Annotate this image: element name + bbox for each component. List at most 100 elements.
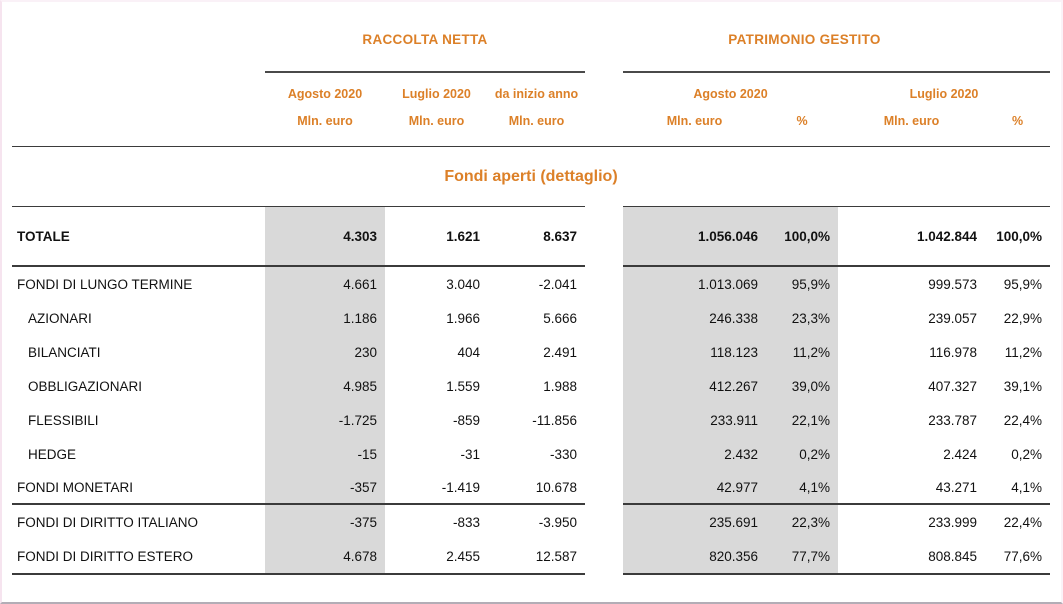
value-cell-pg-luglio-mln: 239.057 xyxy=(928,310,977,326)
section-gap xyxy=(585,73,623,146)
value-cell-pg-agosto-mln: 1.056.046 xyxy=(623,206,766,267)
table-row: OBBLIGAZIONARI 4.985 1.559 1.988 412.267… xyxy=(12,369,1050,403)
value-cell-pg-luglio-mln: 2.424 xyxy=(943,446,977,462)
value-cell-pg-luglio-mln: 808.845 xyxy=(838,540,985,575)
value-cell-rn-luglio: 404 xyxy=(457,344,480,360)
raccolta-netta-group-title: RACCOLTA NETTA xyxy=(265,2,585,73)
section-title: Fondi aperti (dettaglio) xyxy=(444,167,618,185)
rn-agosto-column-header: Agosto 2020 Mln. euro xyxy=(265,73,385,146)
value-cell-rn-luglio: -859 xyxy=(452,412,480,428)
period-label: Agosto 2020 xyxy=(693,87,768,101)
rn-inizio-anno-column-header: da inizio anno Mln. euro xyxy=(488,73,585,146)
rn-luglio-column-header: Luglio 2020 Mln. euro xyxy=(385,73,488,146)
value-cell-pg-luglio-pct: 4,1% xyxy=(985,471,1050,505)
value-cell-rn-inizio-anno: 1.988 xyxy=(543,378,577,394)
value-cell-pg-agosto-pct: 22,3% xyxy=(766,505,838,540)
value-cell-pg-luglio-pct: 77,6% xyxy=(985,540,1050,575)
value-cell-pg-luglio-mln: 407.327 xyxy=(928,378,977,394)
row-label: FONDI DI DIRITTO ITALIANO xyxy=(17,515,199,530)
unit-row: Mln. euro % xyxy=(838,108,1050,135)
row-label: FONDI DI LUNGO TERMINE xyxy=(17,276,193,292)
section-gap xyxy=(585,2,623,73)
period-label: Luglio 2020 xyxy=(402,87,471,101)
value-cell-rn-agosto: 230 xyxy=(265,335,385,369)
value-cell-pg-luglio-pct: 39,1% xyxy=(1003,378,1042,394)
value-cell-pg-luglio-mln: 43.271 xyxy=(838,471,985,505)
value-cell-pg-luglio-mln: 116.978 xyxy=(929,344,977,360)
value-cell-pg-agosto-pct: 4,1% xyxy=(766,471,838,505)
value-cell-rn-luglio: 1.559 xyxy=(446,378,480,394)
value-cell-rn-luglio: -31 xyxy=(460,446,480,462)
value-cell-pg-agosto-mln: 2.432 xyxy=(623,437,766,471)
patrimonio-gestito-group-title: PATRIMONIO GESTITO xyxy=(623,2,1050,73)
value-cell-rn-luglio: 1.966 xyxy=(446,310,480,326)
table-body: TOTALE 4.303 1.621 8.637 1.056.046 100,0… xyxy=(12,206,1050,575)
section-gap xyxy=(585,369,623,403)
unit-row: Mln. euro % xyxy=(623,108,838,135)
value-cell-pg-agosto-pct: 23,3% xyxy=(766,301,838,335)
table-row: AZIONARI 1.186 1.966 5.666 246.338 23,3%… xyxy=(12,301,1050,335)
row-label: AZIONARI xyxy=(28,310,92,326)
section-gap xyxy=(585,267,623,301)
value-cell-pg-agosto-mln: 233.911 xyxy=(623,403,766,437)
value-cell-rn-agosto: 4.678 xyxy=(265,540,385,575)
period-label: Luglio 2020 xyxy=(909,87,979,101)
value-cell-pg-agosto-pct: 22,1% xyxy=(766,403,838,437)
value-cell-rn-inizio-anno: -330 xyxy=(549,446,577,462)
value-cell-pg-luglio-mln: 233.787 xyxy=(928,412,977,428)
row-label: OBBLIGAZIONARI xyxy=(28,378,143,394)
value-cell-pg-luglio-mln: 999.573 xyxy=(928,276,977,292)
table-row: HEDGE -15 -31 -330 2.432 0,2% 2.424 0,2% xyxy=(12,437,1050,471)
value-cell-rn-agosto: 4.303 xyxy=(265,206,385,267)
section-gap xyxy=(585,471,623,505)
value-cell-rn-agosto: -375 xyxy=(265,505,385,540)
value-cell-pg-agosto-pct: 11,2% xyxy=(766,335,838,369)
value-cell-rn-inizio-anno: -11.856 xyxy=(532,412,577,428)
period-label: Agosto 2020 xyxy=(287,87,363,101)
value-cell-rn-agosto: -357 xyxy=(265,471,385,505)
label-column-spacer xyxy=(12,73,265,146)
group-title-text: PATRIMONIO GESTITO xyxy=(728,32,881,47)
value-cell-rn-inizio-anno: 5.666 xyxy=(543,310,577,326)
value-cell-rn-agosto: -15 xyxy=(265,437,385,471)
section-title-row: Fondi aperti (dettaglio) xyxy=(12,147,1050,206)
value-cell-rn-inizio-anno: 2.491 xyxy=(543,344,577,360)
pg-luglio-column-header: Luglio 2020 Mln. euro % xyxy=(838,73,1050,146)
value-cell-pg-luglio-pct: 11,2% xyxy=(1004,344,1042,360)
label-column-spacer xyxy=(12,2,265,73)
value-cell-rn-agosto: -1.725 xyxy=(265,403,385,437)
table-row: FLESSIBILI -1.725 -859 -11.856 233.911 2… xyxy=(12,403,1050,437)
value-cell-pg-agosto-mln: 118.123 xyxy=(623,335,766,369)
row-label: FONDI MONETARI xyxy=(12,471,265,505)
table-row: FONDI DI DIRITTO ITALIANO -375 -833 -3.9… xyxy=(12,505,1050,540)
value-cell-rn-agosto: 4.661 xyxy=(265,267,385,301)
unit-label: Mln. euro xyxy=(883,114,940,128)
percent-label: % xyxy=(796,114,808,128)
value-cell-pg-agosto-pct: 39,0% xyxy=(766,369,838,403)
row-label: TOTALE xyxy=(12,206,265,267)
value-cell-pg-agosto-pct: 0,2% xyxy=(766,437,838,471)
value-cell-pg-agosto-pct: 100,0% xyxy=(766,206,838,267)
value-cell-rn-luglio: 1.621 xyxy=(385,206,488,267)
section-gap xyxy=(585,403,623,437)
section-gap xyxy=(585,540,623,575)
value-cell-rn-agosto: 4.985 xyxy=(265,369,385,403)
bottom-spacer xyxy=(12,575,1050,602)
value-cell-pg-luglio-mln: 1.042.844 xyxy=(838,206,985,267)
section-gap xyxy=(585,437,623,471)
value-cell-pg-agosto-mln: 42.977 xyxy=(623,471,766,505)
value-cell-pg-agosto-mln: 246.338 xyxy=(623,301,766,335)
value-cell-pg-luglio-pct: 0,2% xyxy=(1011,446,1042,462)
row-label: BILANCIATI xyxy=(28,344,101,360)
value-cell-pg-luglio-mln: 233.999 xyxy=(928,515,977,530)
value-cell-rn-inizio-anno: 8.637 xyxy=(488,206,585,267)
value-cell-pg-luglio-pct: 22,4% xyxy=(1003,412,1042,428)
row-label: HEDGE xyxy=(28,446,77,462)
table-row: FONDI MONETARI -357 -1.419 10.678 42.977… xyxy=(12,471,1050,505)
pg-agosto-column-header: Agosto 2020 Mln. euro % xyxy=(623,73,838,146)
value-cell-pg-agosto-mln: 1.013.069 xyxy=(623,267,766,301)
value-cell-rn-inizio-anno: 10.678 xyxy=(488,471,585,505)
table-header-groups: RACCOLTA NETTA PATRIMONIO GESTITO xyxy=(12,2,1050,73)
value-cell-pg-agosto-mln: 235.691 xyxy=(623,505,766,540)
